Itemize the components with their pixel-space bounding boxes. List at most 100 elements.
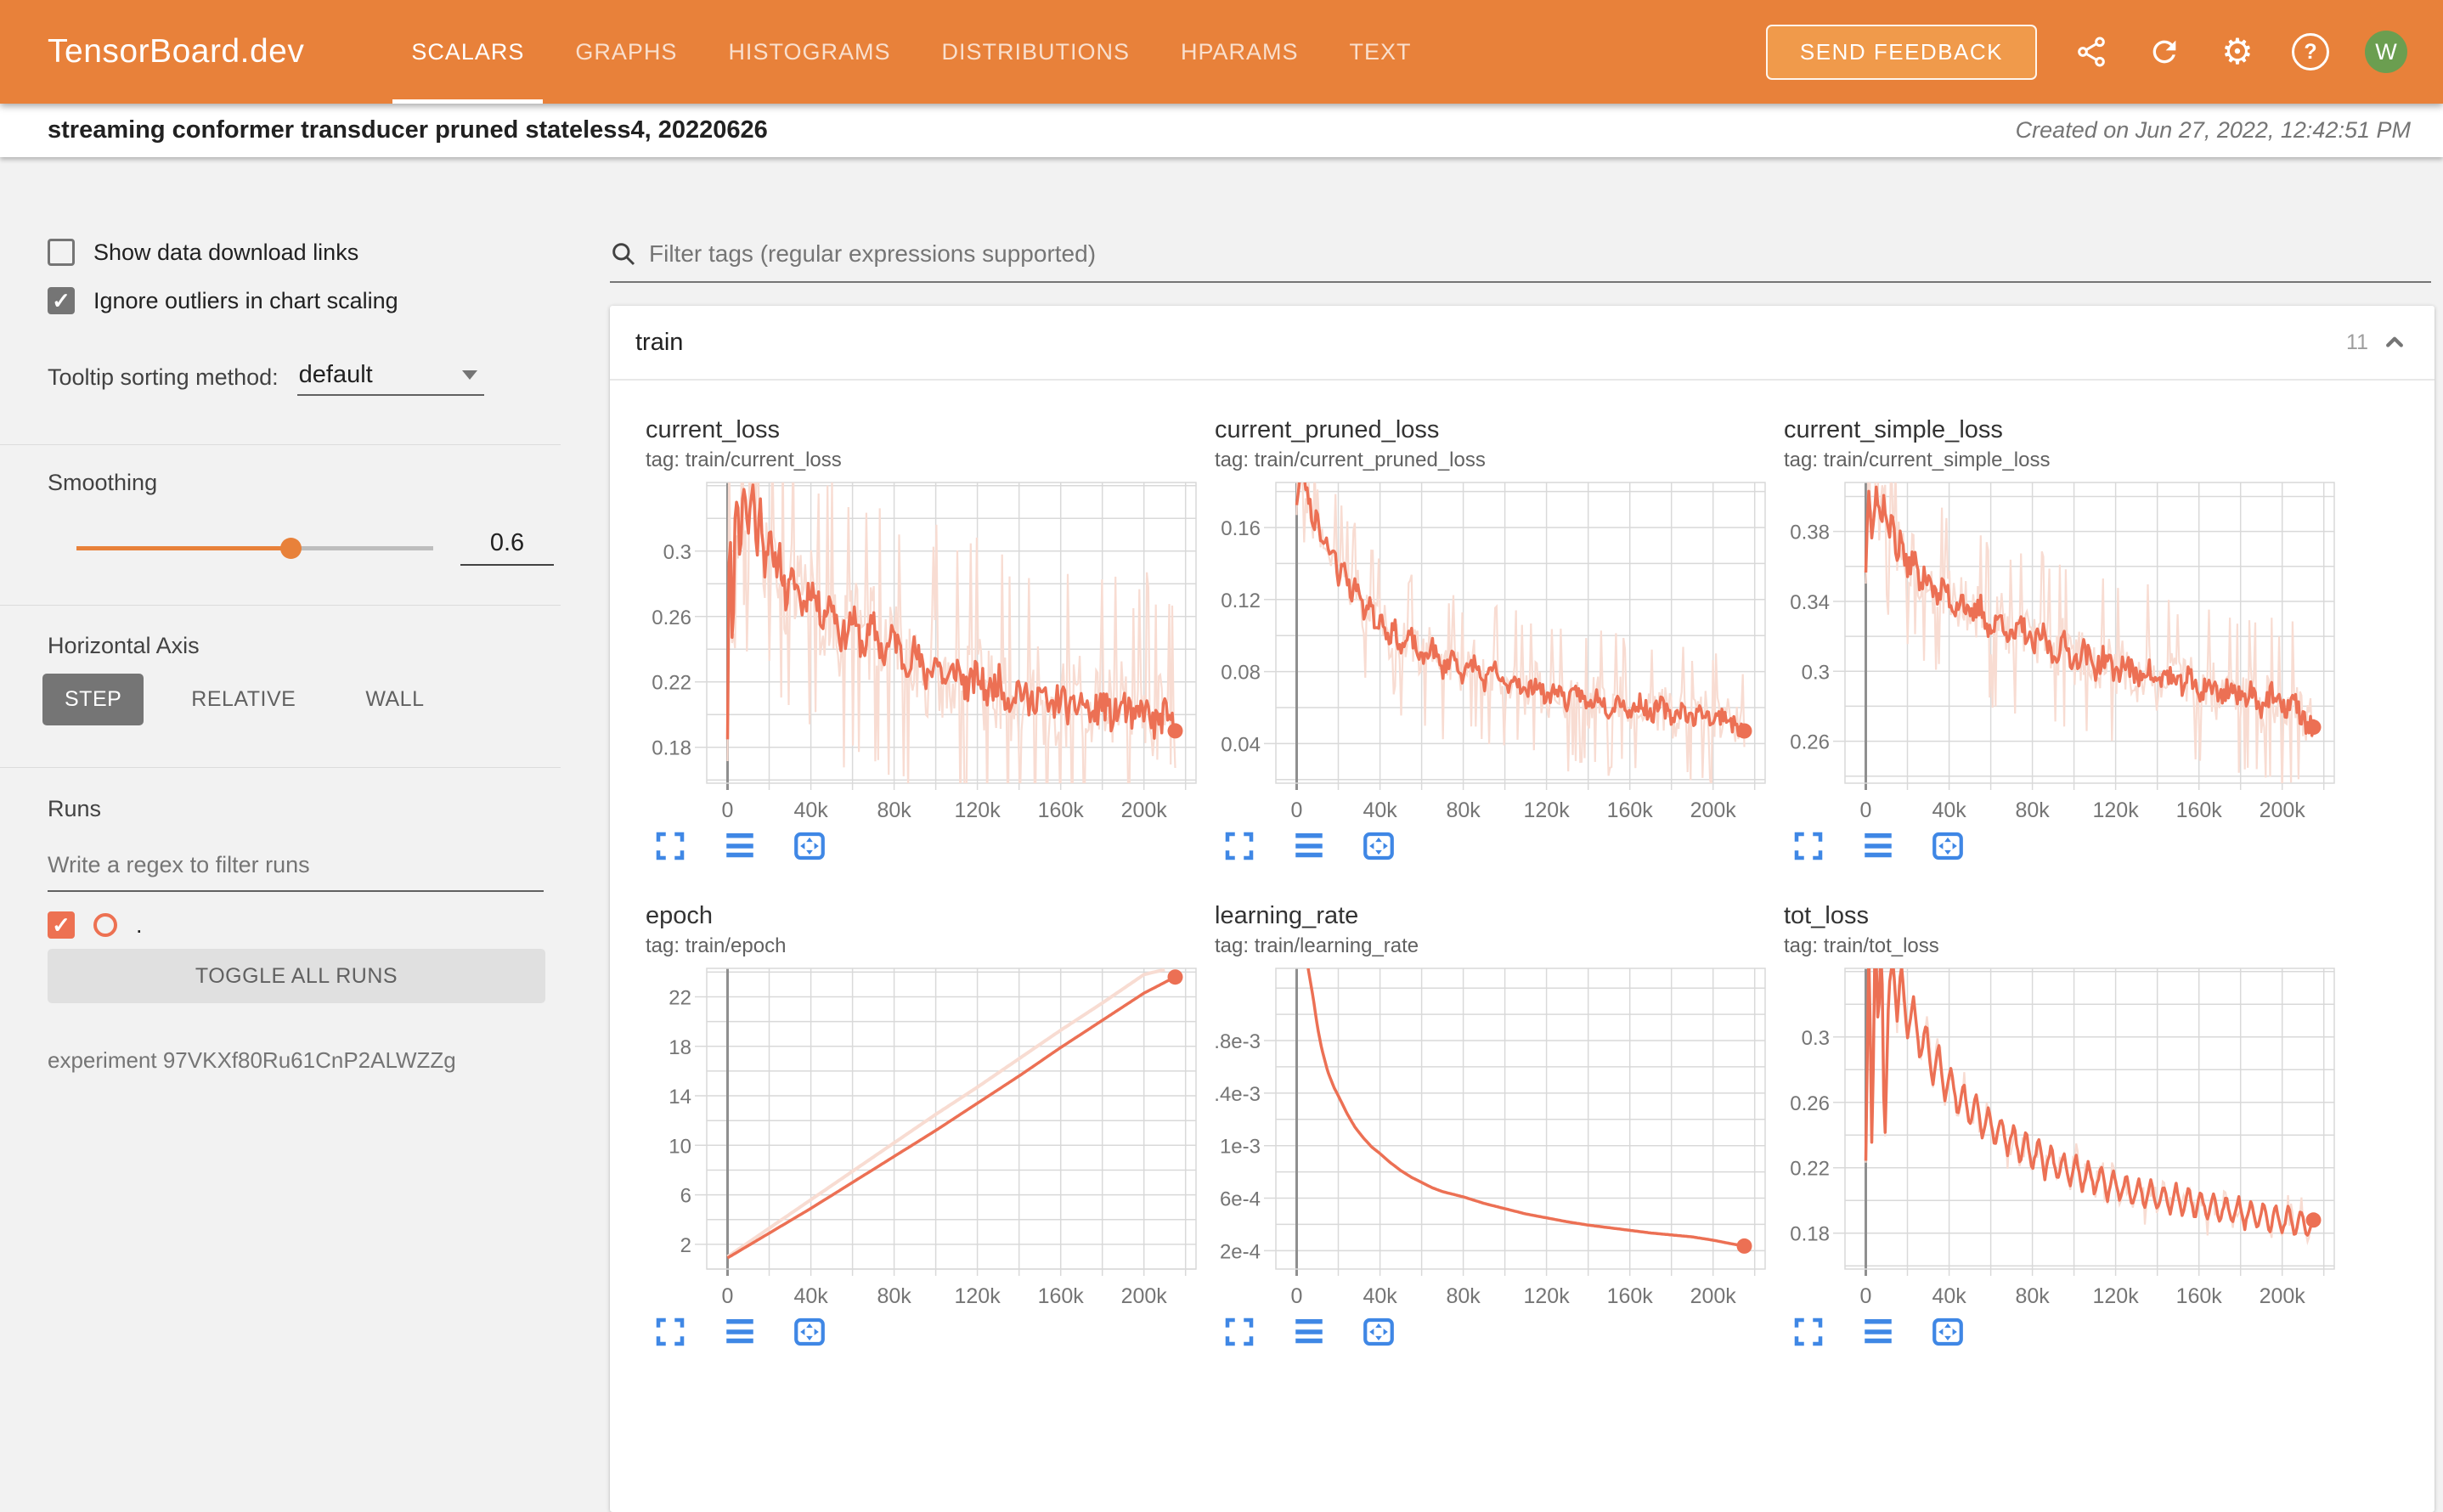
svg-text:40k: 40k [793,1284,828,1308]
run-checkbox[interactable]: ✓ [48,911,75,939]
ignore-outliers-checkbox[interactable]: ✓ [48,287,75,314]
chart-plot-svg[interactable]: 0 40k 80k 120k 160k 200k 0.26 0.3 0.34 0.38 [1784,477,2340,826]
svg-text:0.26: 0.26 [1790,1092,1830,1115]
toggle-all-runs-button[interactable]: TOGGLE ALL RUNS [48,949,545,1003]
settings-gear-icon[interactable]: ⚙ [2221,31,2254,71]
share-icon[interactable] [2073,33,2110,71]
app-logo[interactable]: TensorBoard.dev [48,33,305,70]
log-scale-icon[interactable] [1289,827,1329,866]
show-download-links-label: Show data download links [93,239,359,265]
runs-label-row: Runs [48,796,101,822]
tab-distributions[interactable]: DISTRIBUTIONS [941,38,1130,65]
chevron-up-icon[interactable] [2380,328,2409,357]
train-section-card: train 11 current_loss tag: train/current… [610,306,2435,1512]
chart-tag: tag: train/tot_loss [1784,934,1939,957]
axis-relative-button[interactable]: RELATIVE [169,674,318,725]
avatar[interactable]: W [2365,31,2407,73]
help-icon[interactable]: ? [2292,33,2329,71]
svg-text:0.04: 0.04 [1221,733,1261,756]
svg-text:0: 0 [1860,1284,1872,1308]
svg-text:2e-4: 2e-4 [1220,1240,1261,1263]
chart-plot-svg[interactable]: 0 40k 80k 120k 160k 200k 2e-4 6e-4 1e-3 1.4e-3 1.8… [1215,963,1771,1312]
tab-scalars[interactable]: SCALARS [386,0,550,104]
chart-plot[interactable]: 0 40k 80k 120k 160k 200k 0.26 0.3 0.34 0.38 [1784,477,2336,826]
svg-text:0.18: 0.18 [1790,1223,1830,1246]
chart-plot-svg[interactable]: 0 40k 80k 120k 160k 200k 2 6 10 14 18 22 [646,963,1202,1312]
refresh-icon[interactable] [2146,33,2183,71]
chart-toolbar [1220,1313,1767,1352]
chart-toolbar [1789,1313,2336,1352]
svg-text:200k: 200k [1121,1284,1168,1308]
chart-plot-svg[interactable]: 0 40k 80k 120k 160k 200k 0.04 0.08 0.12 0.16 [1215,477,1771,826]
fit-domain-icon[interactable] [790,1313,829,1352]
fit-domain-icon[interactable] [1928,1313,1967,1352]
chart-plot[interactable]: 0 40k 80k 120k 160k 200k 0.18 0.22 0.26 0.3 [1784,963,2336,1312]
ignore-outliers-row: ✓ Ignore outliers in chart scaling [48,287,398,314]
chart-plot[interactable]: 0 40k 80k 120k 160k 200k 0.04 0.08 0.12 0.16 [1215,477,1767,826]
maximize-card-icon[interactable] [1789,827,1828,866]
filter-tags-input[interactable]: Filter tags (regular expressions support… [610,240,2431,283]
log-scale-icon[interactable] [1289,1313,1329,1352]
send-feedback-button[interactable]: SEND FEEDBACK [1765,24,2037,80]
log-scale-icon[interactable] [1859,1313,1898,1352]
tooltip-sorting-dropdown[interactable]: default [296,359,484,396]
fit-domain-icon[interactable] [790,827,829,866]
svg-text:0.22: 0.22 [1790,1158,1830,1181]
tab-graphs[interactable]: GRAPHS [575,38,678,65]
smoothing-value-field[interactable]: 0.6 [460,529,554,566]
maximize-card-icon[interactable] [651,1313,690,1352]
section-count-badge: 11 [2346,330,2368,354]
smoothing-slider-fill [76,546,291,550]
run-name[interactable]: . [136,911,143,938]
fit-domain-icon[interactable] [1359,1313,1398,1352]
smoothing-label-row: Smoothing [48,470,157,496]
svg-text:0: 0 [722,798,734,822]
run-color-swatch-icon[interactable] [93,913,117,937]
log-scale-icon[interactable] [720,1313,759,1352]
train-section-header[interactable]: train 11 [610,306,2435,381]
svg-text:6: 6 [680,1185,691,1208]
svg-text:200k: 200k [1690,1284,1737,1308]
svg-text:160k: 160k [1607,1284,1654,1308]
section-title: train [635,328,684,356]
axis-step-button[interactable]: STEP [42,674,144,725]
chart-current-simple-loss: current_simple_loss tag: train/current_s… [1784,416,2336,866]
svg-text:14: 14 [669,1086,691,1109]
svg-text:80k: 80k [1446,798,1481,822]
chart-current-loss: current_loss tag: train/current_loss 0 40… [646,416,1198,866]
fit-domain-icon[interactable] [1928,827,1967,866]
svg-text:0: 0 [1291,1284,1303,1308]
smoothing-slider-thumb[interactable] [280,538,302,559]
maximize-card-icon[interactable] [1220,1313,1259,1352]
log-scale-icon[interactable] [720,827,759,866]
fit-domain-icon[interactable] [1359,827,1398,866]
run-filter-input[interactable]: Write a regex to filter runs [48,852,544,892]
maximize-card-icon[interactable] [1220,827,1259,866]
svg-text:0.38: 0.38 [1790,522,1830,544]
chart-plot-svg[interactable]: 0 40k 80k 120k 160k 200k 0.18 0.22 0.26 0.3 [1784,963,2340,1312]
tooltip-sorting-row: Tooltip sorting method: default [48,359,484,396]
tab-histograms[interactable]: HISTOGRAMS [728,38,891,65]
svg-text:0: 0 [1860,798,1872,822]
search-icon [612,243,635,266]
chart-plot[interactable]: 0 40k 80k 120k 160k 200k 2e-4 6e-4 1e-3 1.4e-3 1.8… [1215,963,1767,1312]
show-download-links-checkbox[interactable] [48,239,75,266]
tab-hparams[interactable]: HPARAMS [1180,38,1299,65]
chart-plot[interactable]: 0 40k 80k 120k 160k 200k 0.18 0.22 0.26 0.3 [646,477,1198,826]
smoothing-slider[interactable] [76,538,433,559]
ignore-outliers-label: Ignore outliers in chart scaling [93,287,398,313]
chart-plot[interactable]: 0 40k 80k 120k 160k 200k 2 6 10 14 18 22 [646,963,1198,1312]
svg-text:0: 0 [1291,798,1303,822]
tooltip-sorting-value: default [298,361,373,388]
maximize-card-icon[interactable] [651,827,690,866]
log-scale-icon[interactable] [1859,827,1898,866]
horizontal-axis-buttons: STEP RELATIVE WALL [42,674,446,725]
svg-text:200k: 200k [1690,798,1737,822]
tab-text[interactable]: TEXT [1349,38,1412,65]
maximize-card-icon[interactable] [1789,1313,1828,1352]
chart-plot-svg[interactable]: 0 40k 80k 120k 160k 200k 0.18 0.22 0.26 0.3 [646,477,1202,826]
chart-title: tot_loss [1784,902,1869,929]
svg-text:1e-3: 1e-3 [1220,1136,1261,1159]
nav-tabs: SCALARS GRAPHS HISTOGRAMS DISTRIBUTIONS … [386,0,1436,104]
axis-wall-button[interactable]: WALL [343,674,446,725]
